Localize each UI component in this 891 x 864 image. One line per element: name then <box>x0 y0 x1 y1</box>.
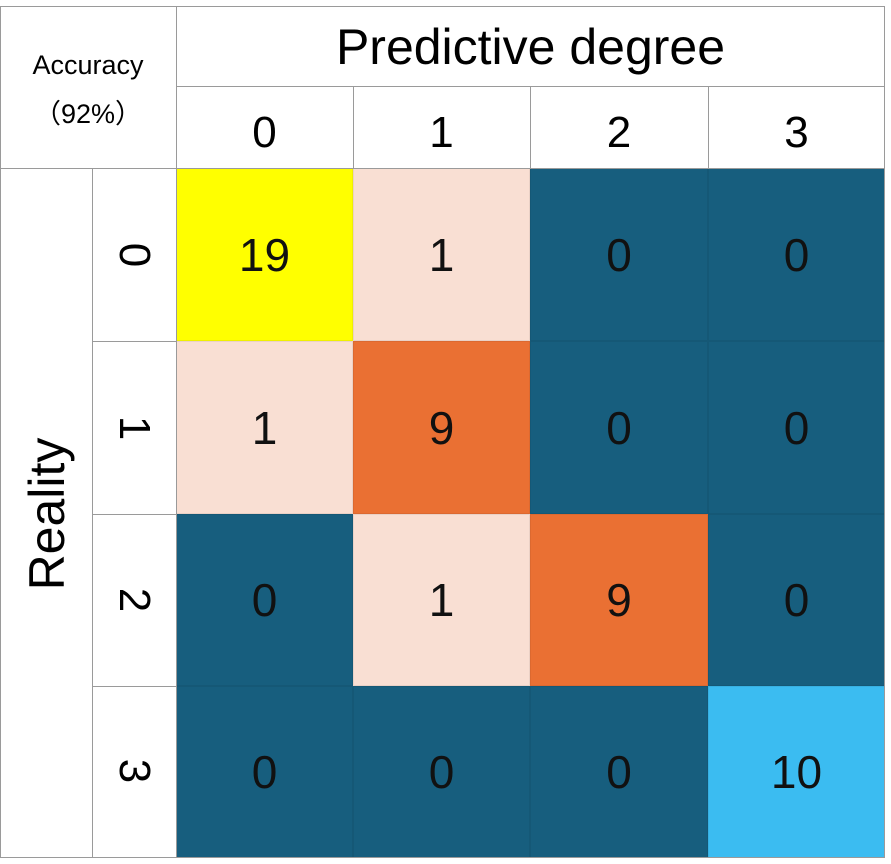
cell-value: 0 <box>783 228 810 281</box>
cell-value: 9 <box>428 401 455 454</box>
heatmap-cell: 0 <box>530 686 708 858</box>
y-axis-title: Reality <box>19 437 75 591</box>
heatmap-cell: 0 <box>176 514 353 686</box>
cell-value: 0 <box>783 401 810 454</box>
heatmap-cell: 1 <box>353 168 530 341</box>
heatmap-cell: 10 <box>708 686 885 858</box>
heatmap-cell: 9 <box>353 341 530 514</box>
grid-line <box>884 6 885 858</box>
cell-value: 0 <box>251 574 278 626</box>
grid-line <box>0 6 885 7</box>
grid-line <box>530 86 531 168</box>
grid-line <box>176 6 177 858</box>
cell-value: 1 <box>428 228 455 281</box>
heatmap-cell: 0 <box>708 341 885 514</box>
x-tick-label: 2 <box>606 108 632 157</box>
cell-value: 0 <box>606 401 632 454</box>
heatmap-cell: 0 <box>353 686 530 858</box>
cell-value: 1 <box>428 574 455 626</box>
grid-line <box>0 168 885 169</box>
grid-line <box>92 686 176 687</box>
cell-value: 0 <box>251 746 278 798</box>
grid-line <box>92 168 93 858</box>
heatmap-cell: 19 <box>176 168 353 341</box>
y-tick-label: 1 <box>110 415 159 441</box>
grid-line <box>92 514 176 515</box>
heatmap-cell: 0 <box>530 168 708 341</box>
y-tick-label: 3 <box>110 758 159 784</box>
heatmap-cell: 9 <box>530 514 708 686</box>
x-tick-label: 1 <box>429 108 454 157</box>
corner-accuracy-value: （92%） <box>33 99 143 129</box>
cell-value: 1 <box>251 401 278 454</box>
y-tick-label: 0 <box>110 242 159 268</box>
cell-value: 10 <box>770 746 823 798</box>
grid-line <box>92 341 176 342</box>
x-tick-label: 0 <box>252 108 277 157</box>
cell-value: 19 <box>238 228 291 281</box>
heatmap-cell: 0 <box>708 514 885 686</box>
corner-accuracy-label: Accuracy <box>32 50 144 80</box>
heatmap-cell: 0 <box>708 168 885 341</box>
grid-line <box>0 6 1 858</box>
heatmap-cell: 1 <box>176 341 353 514</box>
cell-value: 0 <box>606 746 632 798</box>
y-tick-label: 2 <box>110 587 159 613</box>
cell-value: 0 <box>428 746 455 798</box>
grid-line <box>0 857 885 858</box>
grid-line <box>708 86 709 168</box>
x-tick-label: 3 <box>784 108 809 157</box>
cell-value: 0 <box>783 574 810 626</box>
heatmap-cell: 0 <box>530 341 708 514</box>
heatmap-cell: 0 <box>176 686 353 858</box>
cell-value: 0 <box>606 228 632 281</box>
grid-line <box>353 86 354 168</box>
heatmap-cell: 1 <box>353 514 530 686</box>
cell-value: 9 <box>606 574 632 626</box>
x-axis-title: Predictive degree <box>335 19 726 75</box>
